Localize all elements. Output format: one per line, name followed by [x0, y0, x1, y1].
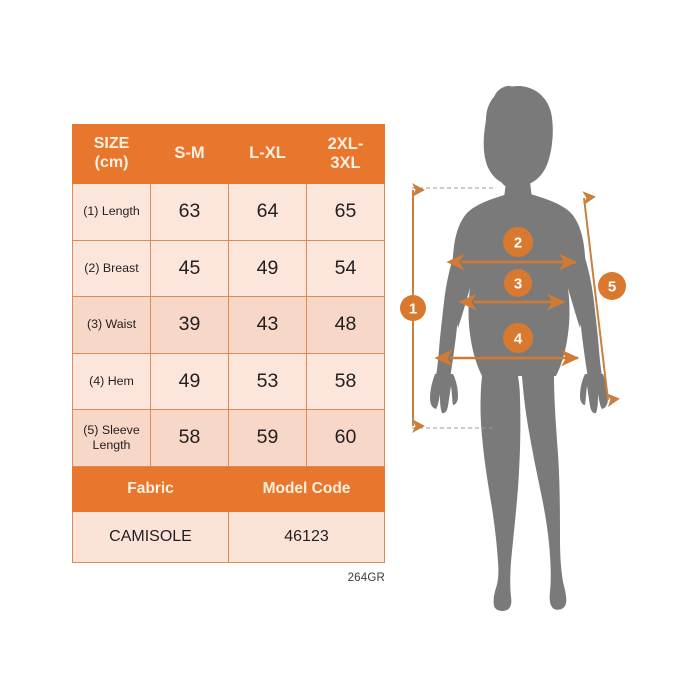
header-2xl3xl-line1: 2XL- [327, 134, 364, 153]
header-cell-lxl: L-XL [228, 124, 307, 184]
table-row: (3) Waist 39 43 48 [72, 296, 385, 354]
measure-marker-5: 5 [598, 272, 626, 300]
cell-sleeve-xxl: 60 [306, 409, 385, 467]
header-cell-model-code: Model Code [228, 465, 385, 512]
row-label-sleeve-length: (5) Sleeve Length [72, 409, 151, 467]
header-cell-fabric: Fabric [72, 465, 229, 512]
header-size-line1: SIZE [93, 135, 130, 153]
measure-arrow-5-sleeve [582, 191, 620, 408]
measure-marker-2-label: 2 [514, 235, 522, 252]
measure-marker-5-label: 5 [608, 279, 616, 296]
table-row: (2) Breast 45 49 54 [72, 239, 385, 297]
header-size-line2: (cm) [94, 154, 129, 171]
row-label-sleeve-line1: (5) Sleeve [83, 423, 140, 438]
cell-length-xxl: 65 [306, 183, 385, 241]
cell-sleeve-lxl: 59 [228, 409, 307, 467]
measure-marker-4: 4 [503, 323, 533, 353]
measure-marker-1-label: 1 [409, 301, 417, 318]
cell-breast-xxl: 54 [306, 239, 385, 297]
cell-model-code-value: 46123 [228, 510, 385, 563]
measure-marker-3-label: 3 [514, 276, 522, 293]
size-chart-table-container: SIZE (cm) S-M L-XL 2XL- 3XL (1) Length 6… [72, 124, 385, 563]
model-reference-text: 264GR [347, 572, 385, 584]
cell-waist-lxl: 43 [228, 296, 307, 354]
header-cell-size: SIZE (cm) [72, 124, 151, 184]
row-label-length: (1) Length [72, 183, 151, 241]
cell-waist-xxl: 48 [306, 296, 385, 354]
cell-breast-lxl: 49 [228, 239, 307, 297]
measure-marker-3: 3 [504, 269, 532, 297]
row-label-waist: (3) Waist [72, 296, 151, 354]
cell-fabric-value: CAMISOLE [72, 510, 229, 563]
measurement-figure-panel: 1 2 3 4 5 [390, 70, 635, 630]
cell-hem-lxl: 53 [228, 352, 307, 410]
header-cell-2xl3xl: 2XL- 3XL [306, 124, 385, 184]
female-silhouette-diagram: 1 2 3 4 5 [400, 85, 626, 611]
size-chart-table: SIZE (cm) S-M L-XL 2XL- 3XL (1) Length 6… [72, 124, 385, 563]
cell-sleeve-sm: 58 [150, 409, 229, 467]
header-2xl3xl-line2: 3XL [330, 154, 361, 172]
table-footer-value-row: CAMISOLE 46123 [72, 510, 385, 563]
table-row: (5) Sleeve Length 58 59 60 [72, 409, 385, 467]
measure-marker-4-label: 4 [514, 331, 523, 348]
measure-marker-1: 1 [400, 295, 426, 321]
table-header-row: SIZE (cm) S-M L-XL 2XL- 3XL [72, 124, 385, 184]
cell-waist-sm: 39 [150, 296, 229, 354]
cell-breast-sm: 45 [150, 239, 229, 297]
table-row: (4) Hem 49 53 58 [72, 352, 385, 410]
table-row: (1) Length 63 64 65 [72, 183, 385, 241]
cell-hem-sm: 49 [150, 352, 229, 410]
cell-length-sm: 63 [150, 183, 229, 241]
row-label-breast: (2) Breast [72, 239, 151, 297]
cell-length-lxl: 64 [228, 183, 307, 241]
table-footer-header-row: Fabric Model Code [72, 465, 385, 512]
row-label-sleeve-line2: Length [92, 437, 131, 452]
header-cell-sm: S-M [150, 124, 229, 184]
row-label-hem: (4) Hem [72, 352, 151, 410]
measure-marker-2: 2 [503, 227, 533, 257]
cell-hem-xxl: 58 [306, 352, 385, 410]
